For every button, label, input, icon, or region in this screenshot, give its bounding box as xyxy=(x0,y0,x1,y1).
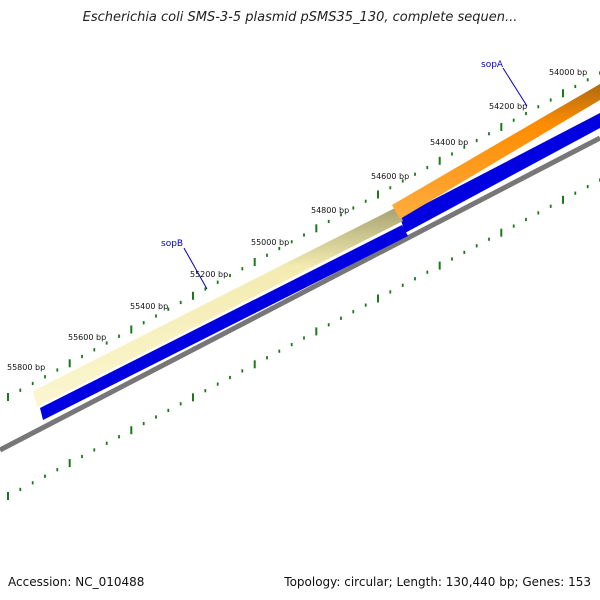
sopA-leader-line xyxy=(183,247,208,290)
ruler-label-55600: 55600 bp xyxy=(68,333,106,342)
gene-sopA-feature[interactable] xyxy=(33,207,403,407)
gene-sopB-feature[interactable] xyxy=(392,84,600,219)
gene-label-sopA[interactable]: sopB xyxy=(161,239,183,249)
outer-ruler-ticks xyxy=(7,71,600,401)
ruler-label-54400: 54400 bp xyxy=(430,138,468,147)
map-title: Escherichia coli SMS-3-5 plasmid pSMS35_… xyxy=(82,10,518,25)
backbone-line xyxy=(0,135,600,453)
strand-band-left xyxy=(40,225,408,420)
ruler-label-55200: 55200 bp xyxy=(190,270,228,279)
ruler-label-55400: 55400 bp xyxy=(130,302,168,311)
ruler-label-54000: 54000 bp xyxy=(549,68,587,77)
topology-summary: Topology: circular; Length: 130,440 bp; … xyxy=(284,575,591,589)
strand-band-right xyxy=(400,113,600,233)
ruler-label-55800: 55800 bp xyxy=(7,363,45,372)
inner-ruler-ticks xyxy=(7,178,600,500)
ruler-label-54800: 54800 bp xyxy=(311,206,349,215)
accession-text: Accession: NC_010488 xyxy=(8,575,145,589)
ruler-label-55000: 55000 bp xyxy=(251,238,289,247)
gene-label-sopB[interactable]: sopA xyxy=(481,60,504,70)
ruler-label-54200: 54200 bp xyxy=(489,102,527,111)
sopB-leader-line xyxy=(502,67,528,107)
ruler-label-54600: 54600 bp xyxy=(371,172,409,181)
